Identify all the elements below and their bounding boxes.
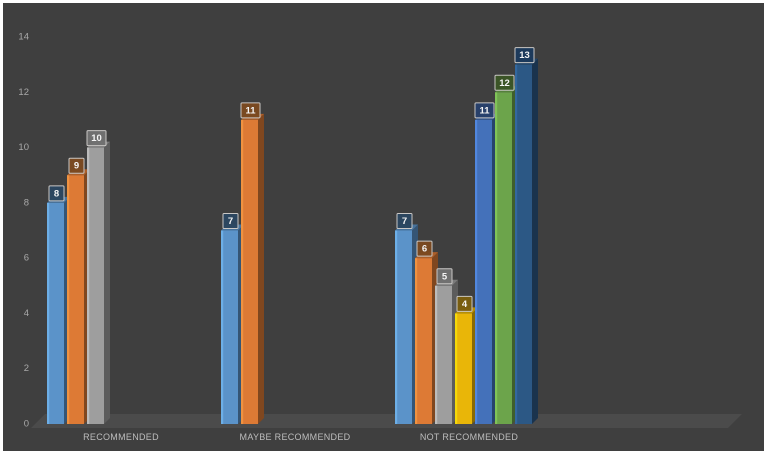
bar [221, 224, 244, 424]
bar-data-label-box [222, 213, 239, 229]
bar-front-face [515, 64, 532, 424]
bar [395, 224, 418, 424]
bar [475, 113, 498, 424]
bar-front-face [395, 230, 412, 424]
bar-data-label-box [240, 102, 261, 119]
bar-data-label: 13 [514, 47, 535, 64]
bar-data-label-box [416, 240, 433, 257]
bar-highlight [455, 313, 458, 424]
bar-highlight [221, 230, 224, 424]
bar-data-label-box [494, 74, 515, 91]
category-label: RECOMMENDED [83, 432, 159, 442]
bar-front-face [87, 147, 104, 425]
bar [47, 196, 70, 424]
category-label: NOT RECOMMENDED [420, 432, 519, 442]
y-axis-tick-label: 10 [18, 142, 29, 153]
chart-canvas: 0 2 4 6 8 10 12 14 8 9 10 7 11 7 6 5 4 11 12 13 RECOMMENDED M… [3, 3, 764, 451]
bar-highlight [395, 230, 398, 424]
y-axis-tick-label: 6 [24, 253, 29, 264]
bar-data-label-text: 12 [499, 78, 510, 89]
bar-data-label-box [436, 268, 453, 285]
bar-data-label-box [48, 185, 65, 202]
bar-front-face [475, 119, 492, 424]
bar-highlight [415, 258, 418, 424]
bar-side-face [104, 141, 110, 425]
bar-data-label-box [456, 295, 473, 312]
bar-data-label: 4 [456, 295, 473, 312]
bar-data-label: 6 [416, 240, 433, 257]
bar-data-label: 12 [494, 74, 515, 91]
bar-highlight [67, 175, 70, 424]
bar-data-label: 11 [240, 102, 261, 119]
bar-front-face [495, 92, 512, 425]
bar-data-label-text: 11 [245, 105, 256, 116]
bar [67, 169, 90, 424]
bar-data-label: 11 [474, 102, 495, 119]
bar-highlight [241, 119, 244, 424]
chart-floor [31, 414, 742, 428]
y-axis-tick-label: 4 [24, 308, 29, 319]
bar [455, 307, 478, 424]
bar-front-face [435, 285, 452, 424]
bar-data-label-box [514, 47, 535, 64]
bar-data-label-text: 6 [422, 244, 427, 255]
bar-data-label: 10 [86, 130, 107, 147]
bar-front-face [415, 258, 432, 424]
bar-data-label-text: 5 [442, 271, 448, 282]
bar-data-label: 7 [396, 213, 413, 229]
bar-highlight [435, 285, 438, 424]
bar-data-label: 9 [68, 157, 85, 174]
y-axis-tick-label: 0 [24, 419, 29, 430]
bar-data-label-text: 7 [228, 216, 233, 227]
bar-side-face [258, 113, 264, 424]
bar-data-label: 8 [48, 185, 65, 202]
y-axis-tick-label: 12 [18, 87, 29, 98]
bar-data-label: 5 [436, 268, 453, 285]
bar-data-label-box [396, 213, 413, 229]
bar-data-label-text: 10 [91, 133, 102, 144]
plot-background [3, 3, 764, 451]
bar-front-face [241, 119, 258, 424]
category-label: MAYBE RECOMMENDED [240, 432, 351, 442]
y-axis-tick-label: 14 [18, 32, 29, 43]
bar-side-face [532, 58, 538, 425]
bar [495, 86, 518, 425]
bar-highlight [495, 92, 498, 425]
bar-highlight [475, 119, 478, 424]
bar-data-label-box [68, 157, 85, 174]
bar-data-label-box [474, 102, 495, 119]
bar [515, 58, 538, 425]
bar-highlight [47, 202, 50, 424]
bar-front-face [455, 313, 472, 424]
bar-data-label-text: 9 [74, 161, 79, 172]
bar-data-label-box [86, 130, 107, 147]
bar-chart: 0 2 4 6 8 10 12 14 8 9 10 7 11 7 6 5 4 11 12 13 RECOMMENDED M… [3, 3, 764, 451]
bar-front-face [221, 230, 238, 424]
bar [415, 252, 438, 424]
bar-front-face [47, 202, 64, 424]
y-axis-tick-label: 2 [24, 363, 29, 374]
bar [87, 141, 110, 425]
bar [241, 113, 264, 424]
bar-data-label-text: 7 [402, 216, 407, 227]
bar-highlight [87, 147, 90, 425]
bar-front-face [67, 175, 84, 424]
bar-data-label: 7 [222, 213, 239, 229]
y-axis-tick-label: 8 [24, 197, 29, 208]
bar-data-label-text: 8 [54, 188, 59, 199]
bar [435, 279, 458, 424]
bar-highlight [515, 64, 518, 424]
bar-data-label-text: 11 [479, 105, 490, 116]
bar-data-label-text: 13 [519, 50, 530, 61]
bar-data-label-text: 4 [462, 299, 468, 310]
